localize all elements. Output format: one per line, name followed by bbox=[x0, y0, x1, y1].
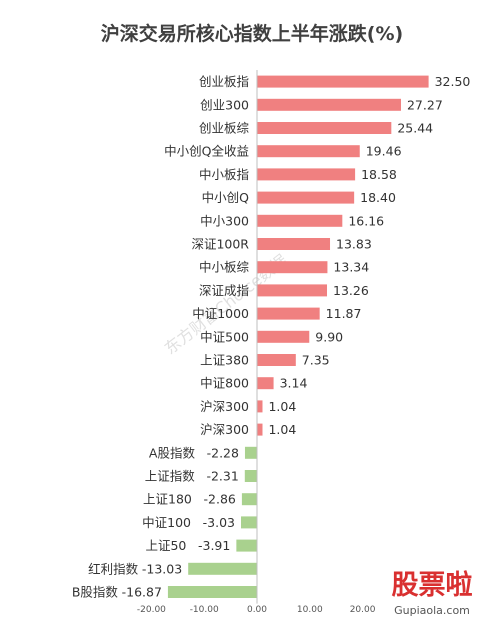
category-label: 上证50 bbox=[145, 538, 186, 553]
value-label: 13.26 bbox=[333, 283, 369, 298]
bar-5 bbox=[257, 191, 355, 204]
category-label: 中小板综 bbox=[199, 260, 250, 275]
category-label: 上证180 bbox=[143, 492, 192, 507]
x-tick-label: 10.00 bbox=[297, 605, 323, 615]
category-label: 中证100 bbox=[142, 515, 191, 530]
value-label: 9.90 bbox=[315, 329, 343, 344]
bar-8 bbox=[257, 261, 328, 274]
category-label: 沪深300 bbox=[200, 422, 249, 437]
category-label: 上证380 bbox=[200, 353, 249, 368]
value-label: 16.16 bbox=[348, 213, 384, 228]
category-label: 中证500 bbox=[200, 329, 249, 344]
category-label: 沪深300 bbox=[200, 399, 249, 414]
value-label: -2.31 bbox=[206, 469, 238, 484]
bar-17 bbox=[244, 470, 257, 482]
value-label: -2.86 bbox=[204, 492, 236, 507]
bar-18 bbox=[241, 493, 257, 506]
site-logo: 股票啦 Gupiaola.com bbox=[392, 569, 473, 617]
value-label: 32.50 bbox=[435, 74, 471, 89]
value-label: -3.91 bbox=[198, 538, 230, 553]
bar-1 bbox=[257, 98, 401, 111]
bar-0 bbox=[257, 75, 429, 88]
bar-11 bbox=[257, 330, 310, 343]
category-label: 中小创Q bbox=[202, 190, 250, 205]
value-label: -2.28 bbox=[207, 445, 239, 460]
bars-layer bbox=[167, 75, 429, 598]
category-label: 中小板指 bbox=[199, 167, 249, 182]
value-label: 19.46 bbox=[366, 144, 402, 159]
value-label: 7.35 bbox=[302, 353, 330, 368]
logo-text: 股票啦 bbox=[392, 569, 473, 601]
category-label: 中小创Q全收益 bbox=[164, 144, 249, 159]
bar-6 bbox=[257, 214, 343, 227]
value-label: 18.58 bbox=[361, 167, 397, 182]
labels-layer: 创业板指 32.50 创业300 27.27 创业板综 25.44 中小创Q全收益 19.46… bbox=[72, 74, 471, 599]
value-label: -16.87 bbox=[122, 585, 162, 600]
bar-2 bbox=[257, 122, 392, 134]
value-label: 1.04 bbox=[268, 399, 296, 414]
x-tick-label: -20.00 bbox=[137, 605, 166, 615]
category-label: 中小300 bbox=[200, 213, 249, 228]
bar-3 bbox=[257, 145, 360, 158]
value-label: -3.03 bbox=[203, 515, 235, 530]
bar-16 bbox=[244, 446, 257, 459]
bar-10 bbox=[257, 307, 320, 320]
bar-13 bbox=[257, 377, 274, 390]
value-label: 25.44 bbox=[397, 121, 433, 136]
value-label: 11.87 bbox=[326, 306, 362, 321]
category-label: 中证1000 bbox=[192, 306, 249, 321]
logo-url: Gupiaola.com bbox=[394, 604, 470, 617]
chart-title: 沪深交易所核心指数上半年涨跌(%) bbox=[101, 22, 403, 45]
value-label: 13.83 bbox=[336, 237, 372, 252]
category-label: B股指数 bbox=[72, 585, 119, 600]
category-label: 深证成指 bbox=[199, 283, 249, 298]
value-label: 18.40 bbox=[360, 190, 396, 205]
category-label: 创业板综 bbox=[199, 121, 250, 136]
bar-19 bbox=[241, 516, 257, 529]
category-label: 创业板指 bbox=[199, 74, 249, 89]
category-label: 上证指数 bbox=[145, 469, 196, 484]
category-label: 红利指数 bbox=[88, 561, 139, 576]
x-tick-label: -10.00 bbox=[190, 605, 219, 615]
bar-9 bbox=[257, 284, 328, 297]
bar-15 bbox=[257, 423, 263, 436]
bar-12 bbox=[257, 354, 296, 366]
bar-14 bbox=[257, 400, 263, 413]
x-tick-label: 0.00 bbox=[247, 605, 267, 615]
bar-7 bbox=[257, 238, 331, 250]
value-label: -13.03 bbox=[142, 561, 182, 576]
value-label: 13.34 bbox=[333, 260, 369, 275]
value-label: 27.27 bbox=[407, 97, 443, 112]
value-label: 3.14 bbox=[280, 376, 308, 391]
bar-21 bbox=[188, 562, 257, 575]
category-label: 创业300 bbox=[200, 97, 249, 112]
x-tick-label: 20.00 bbox=[350, 605, 376, 615]
category-label: 深证100R bbox=[191, 237, 249, 252]
bar-22 bbox=[167, 586, 257, 598]
x-axis: -20.00 -10.00 0.00 10.00 20.00 bbox=[137, 70, 376, 615]
category-label: 中证800 bbox=[200, 376, 249, 391]
value-label: 1.04 bbox=[268, 422, 296, 437]
bar-20 bbox=[236, 539, 257, 552]
bar-4 bbox=[257, 168, 356, 181]
category-label: A股指数 bbox=[149, 445, 196, 460]
